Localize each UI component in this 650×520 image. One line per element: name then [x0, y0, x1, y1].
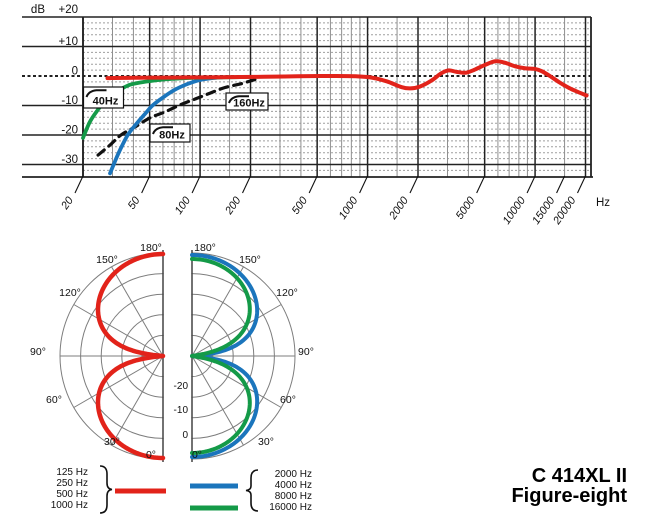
svg-text:180°: 180°	[194, 242, 216, 254]
svg-text:120°: 120°	[59, 287, 81, 299]
polar-half-left: 180° 150° 120° 90° 60° 30° 0°	[30, 242, 166, 462]
svg-text:20: 20	[59, 194, 77, 212]
svg-text:80Hz: 80Hz	[159, 130, 185, 142]
svg-text:30°: 30°	[104, 436, 120, 448]
fr-curve-low-cut-80hz	[108, 75, 224, 176]
polar-curve-pattern-125-1000hz	[95, 251, 166, 461]
svg-text:200: 200	[223, 194, 244, 217]
svg-text:30°: 30°	[258, 436, 274, 448]
filter-label-160Hz: 160Hz	[225, 92, 269, 111]
polar-ring-label: -10	[174, 405, 189, 416]
svg-text:150°: 150°	[239, 254, 261, 266]
legend-right-brace	[245, 469, 259, 512]
filter-label-80Hz: 80Hz	[149, 123, 191, 143]
figure-title: C 414XL II Figure-eight	[400, 465, 627, 507]
svg-text:60°: 60°	[46, 394, 62, 406]
svg-text:5000: 5000	[454, 194, 478, 222]
svg-text:-30: -30	[61, 154, 78, 166]
svg-text:100: 100	[173, 194, 194, 217]
fr-axis-labels: dB +20 +10 0 -10 -20 -30 20 50 100 200 500 1000 2000 5…	[31, 4, 610, 228]
highpass-shape-icon	[228, 95, 249, 104]
svg-text:160Hz: 160Hz	[233, 98, 265, 110]
svg-text:500: 500	[290, 194, 311, 217]
svg-text:+20: +20	[58, 4, 78, 16]
polar-ring-label: -20	[174, 381, 189, 392]
svg-text:0°: 0°	[192, 449, 202, 461]
highpass-shape-icon	[152, 126, 173, 135]
svg-text:-10: -10	[61, 95, 78, 107]
highpass-shape-icon	[85, 89, 107, 98]
legend-item: 8000 Hz	[274, 491, 312, 502]
svg-text:Hz: Hz	[596, 197, 610, 209]
pattern-name: Figure-eight	[511, 484, 627, 507]
svg-text:90°: 90°	[298, 346, 314, 358]
svg-text:150°: 150°	[96, 254, 118, 266]
svg-text:40Hz: 40Hz	[93, 96, 119, 108]
polar-half-right: 180° 150° 120° 90° 60° 30° 0°	[190, 242, 314, 462]
legend-graphics	[99, 465, 259, 514]
legend-item: 4000 Hz	[274, 480, 312, 491]
svg-text:120°: 120°	[276, 287, 298, 299]
svg-text:20000: 20000	[551, 194, 579, 227]
svg-text:dB: dB	[31, 4, 45, 16]
fr-curve-low-cut-160hz	[96, 77, 259, 157]
polar-curve-pattern-8000-16000hz	[190, 257, 252, 455]
polar-ring-label: 0	[182, 430, 188, 441]
svg-text:0°: 0°	[146, 449, 156, 461]
legend-item: 125 Hz	[56, 467, 88, 478]
svg-text:0: 0	[72, 66, 78, 78]
legend-item: 250 Hz	[56, 478, 88, 489]
filter-label-40Hz: 40Hz	[82, 86, 125, 109]
svg-text:+10: +10	[58, 36, 78, 48]
model-name: C 414XL II	[531, 465, 627, 487]
polar-pattern-chart: 180° 150° 120° 90° 60° 30° 0° 180° 150° 120° 90° 60…	[30, 242, 314, 462]
legend-item: 2000 Hz	[274, 469, 312, 480]
legend-item: 500 Hz	[56, 489, 88, 500]
svg-text:180°: 180°	[140, 242, 162, 254]
svg-text:50: 50	[126, 194, 143, 212]
fr-curve-response	[105, 59, 589, 98]
svg-text:1000: 1000	[337, 194, 361, 222]
svg-text:2000: 2000	[387, 194, 412, 222]
legend-item: 1000 Hz	[50, 500, 88, 511]
svg-text:60°: 60°	[280, 394, 296, 406]
svg-text:10000: 10000	[501, 194, 529, 227]
svg-text:-20: -20	[61, 125, 78, 137]
legend-low-frequency-labels: 125 Hz 250 Hz 500 Hz 1000 Hz	[26, 467, 88, 511]
frequency-response-chart: dB +20 +10 0 -10 -20 -30 20 50 100 200 500 1000 2000 5…	[22, 4, 610, 228]
svg-text:90°: 90°	[30, 346, 46, 358]
legend-left-brace	[99, 465, 113, 514]
legend-high-frequency-labels: 2000 Hz 4000 Hz 8000 Hz 16000 Hz	[254, 469, 312, 513]
legend-item: 16000 Hz	[269, 502, 312, 513]
